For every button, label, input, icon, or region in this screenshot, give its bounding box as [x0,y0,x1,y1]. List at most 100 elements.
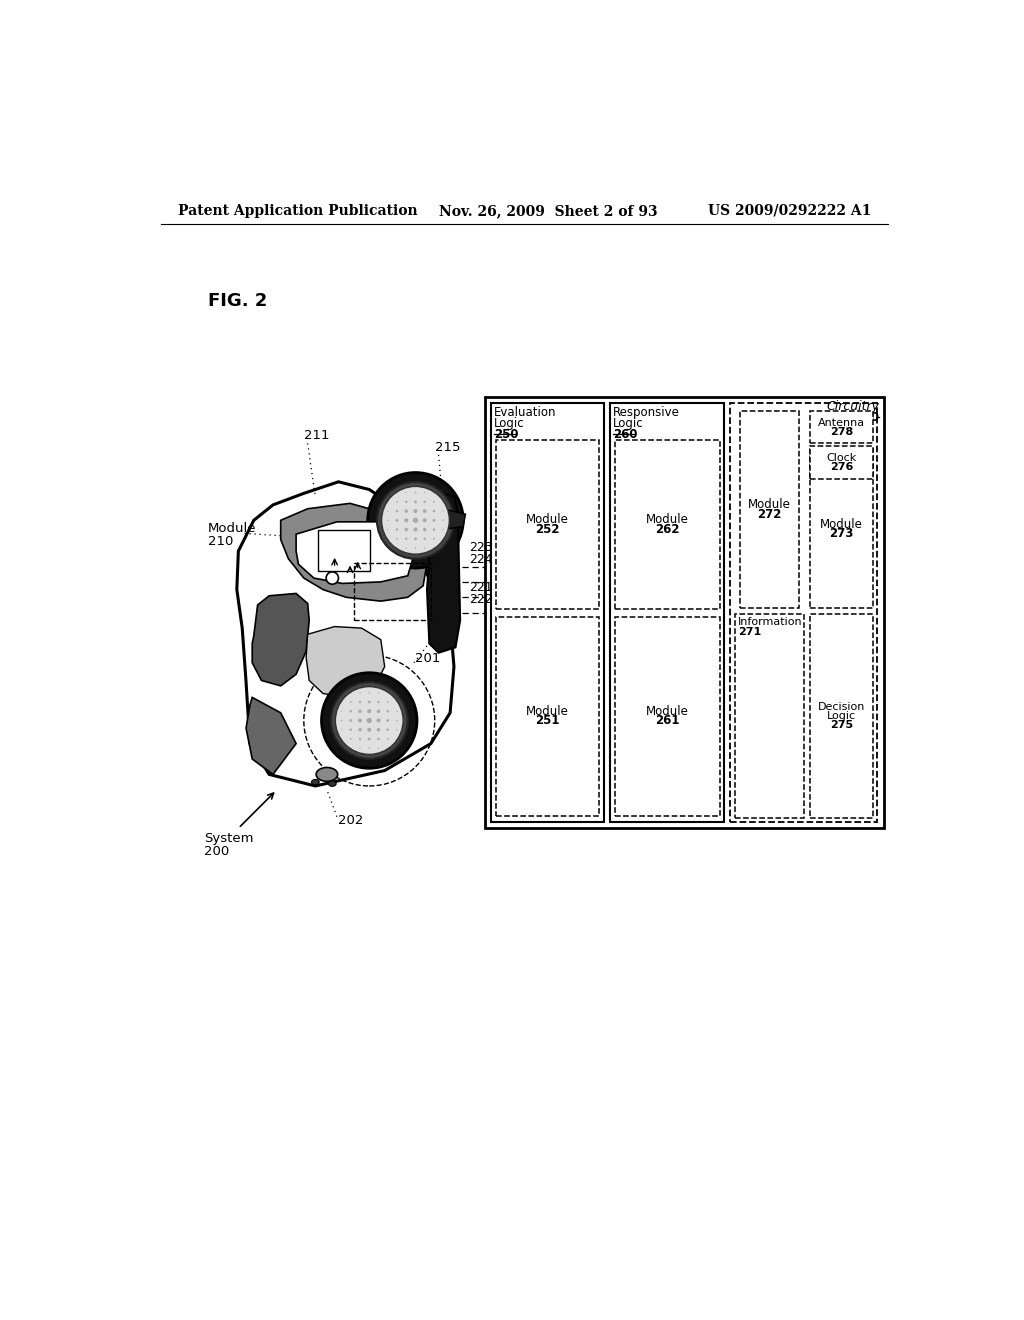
Text: FIG. 2: FIG. 2 [208,292,267,310]
Bar [730,404,878,822]
Circle shape [369,747,370,748]
Text: US 2009/0292222 A1: US 2009/0292222 A1 [708,203,871,218]
Ellipse shape [316,767,338,781]
Circle shape [367,718,372,723]
Circle shape [442,520,444,521]
Text: 272: 272 [757,508,781,520]
Circle shape [386,719,389,722]
Circle shape [414,537,417,540]
FancyBboxPatch shape [318,529,370,572]
Circle shape [396,502,398,503]
Text: 276: 276 [829,462,853,473]
Circle shape [382,487,450,554]
Circle shape [395,519,398,521]
Circle shape [358,727,361,731]
Text: Module: Module [748,499,791,511]
Polygon shape [237,482,454,785]
Text: Patent Application Publication: Patent Application Publication [178,203,418,218]
Circle shape [377,718,381,722]
Circle shape [432,519,435,521]
Circle shape [423,528,426,532]
Text: 262: 262 [655,523,680,536]
Polygon shape [296,521,414,583]
Text: 201: 201 [416,652,441,665]
Text: 261: 261 [655,714,680,727]
Circle shape [404,537,408,540]
Circle shape [377,709,380,713]
Text: 221: 221 [469,581,493,594]
Text: Module: Module [526,705,569,718]
Bar [614,616,720,816]
Text: Antenna: Antenna [818,417,865,428]
Circle shape [433,539,435,540]
Text: Module: Module [208,521,256,535]
Circle shape [433,510,435,512]
Circle shape [368,473,463,568]
Circle shape [349,719,352,722]
Circle shape [368,701,371,704]
Polygon shape [427,494,460,653]
Polygon shape [442,508,466,529]
Circle shape [423,510,426,513]
Text: 222: 222 [469,594,493,606]
Text: Module: Module [820,517,863,531]
Bar [735,614,804,817]
Circle shape [414,500,417,503]
Circle shape [387,701,388,702]
Circle shape [395,510,398,512]
Bar [810,450,872,609]
Bar [490,404,604,822]
Text: Module: Module [526,513,569,527]
Polygon shape [246,697,296,775]
Text: 252: 252 [536,523,560,536]
Text: Evaluation: Evaluation [494,407,556,420]
Text: 202: 202 [339,814,364,828]
Ellipse shape [311,779,319,785]
Circle shape [404,510,408,513]
Circle shape [377,482,454,558]
Bar [484,397,884,829]
Circle shape [350,738,351,739]
Text: Logic: Logic [494,417,524,430]
Circle shape [349,729,352,731]
Text: 271: 271 [738,627,761,638]
Circle shape [415,548,416,549]
Circle shape [423,519,427,523]
Text: Module: Module [646,705,689,718]
Bar [810,446,872,479]
Polygon shape [252,594,309,686]
Circle shape [377,738,380,741]
Circle shape [336,686,403,755]
Circle shape [326,572,339,585]
Text: 200: 200 [204,845,229,858]
Circle shape [331,682,408,759]
Bar [496,616,599,816]
Text: Clock: Clock [826,453,856,463]
Text: 273: 273 [829,527,854,540]
Text: 260: 260 [613,428,638,441]
Polygon shape [306,627,385,697]
Text: System: System [204,832,253,845]
Text: 278: 278 [829,426,853,437]
Bar [496,441,599,609]
Circle shape [396,539,398,540]
Text: Logic: Logic [613,417,644,430]
Text: Decision: Decision [818,702,865,711]
Circle shape [358,718,362,722]
Text: 224: 224 [469,553,493,566]
Circle shape [424,537,426,540]
Circle shape [377,701,380,704]
Circle shape [433,502,435,503]
Circle shape [424,500,426,503]
Circle shape [368,727,372,731]
Bar [810,614,872,817]
Text: Logic: Logic [826,711,856,721]
Text: 275: 275 [829,721,853,730]
Text: 280: 280 [853,411,879,424]
Text: Responsive: Responsive [613,407,680,420]
Text: Nov. 26, 2009  Sheet 2 of 93: Nov. 26, 2009 Sheet 2 of 93 [438,203,657,218]
Text: 211: 211 [304,429,330,442]
Bar [610,404,724,822]
Circle shape [396,719,397,721]
Circle shape [386,729,389,731]
